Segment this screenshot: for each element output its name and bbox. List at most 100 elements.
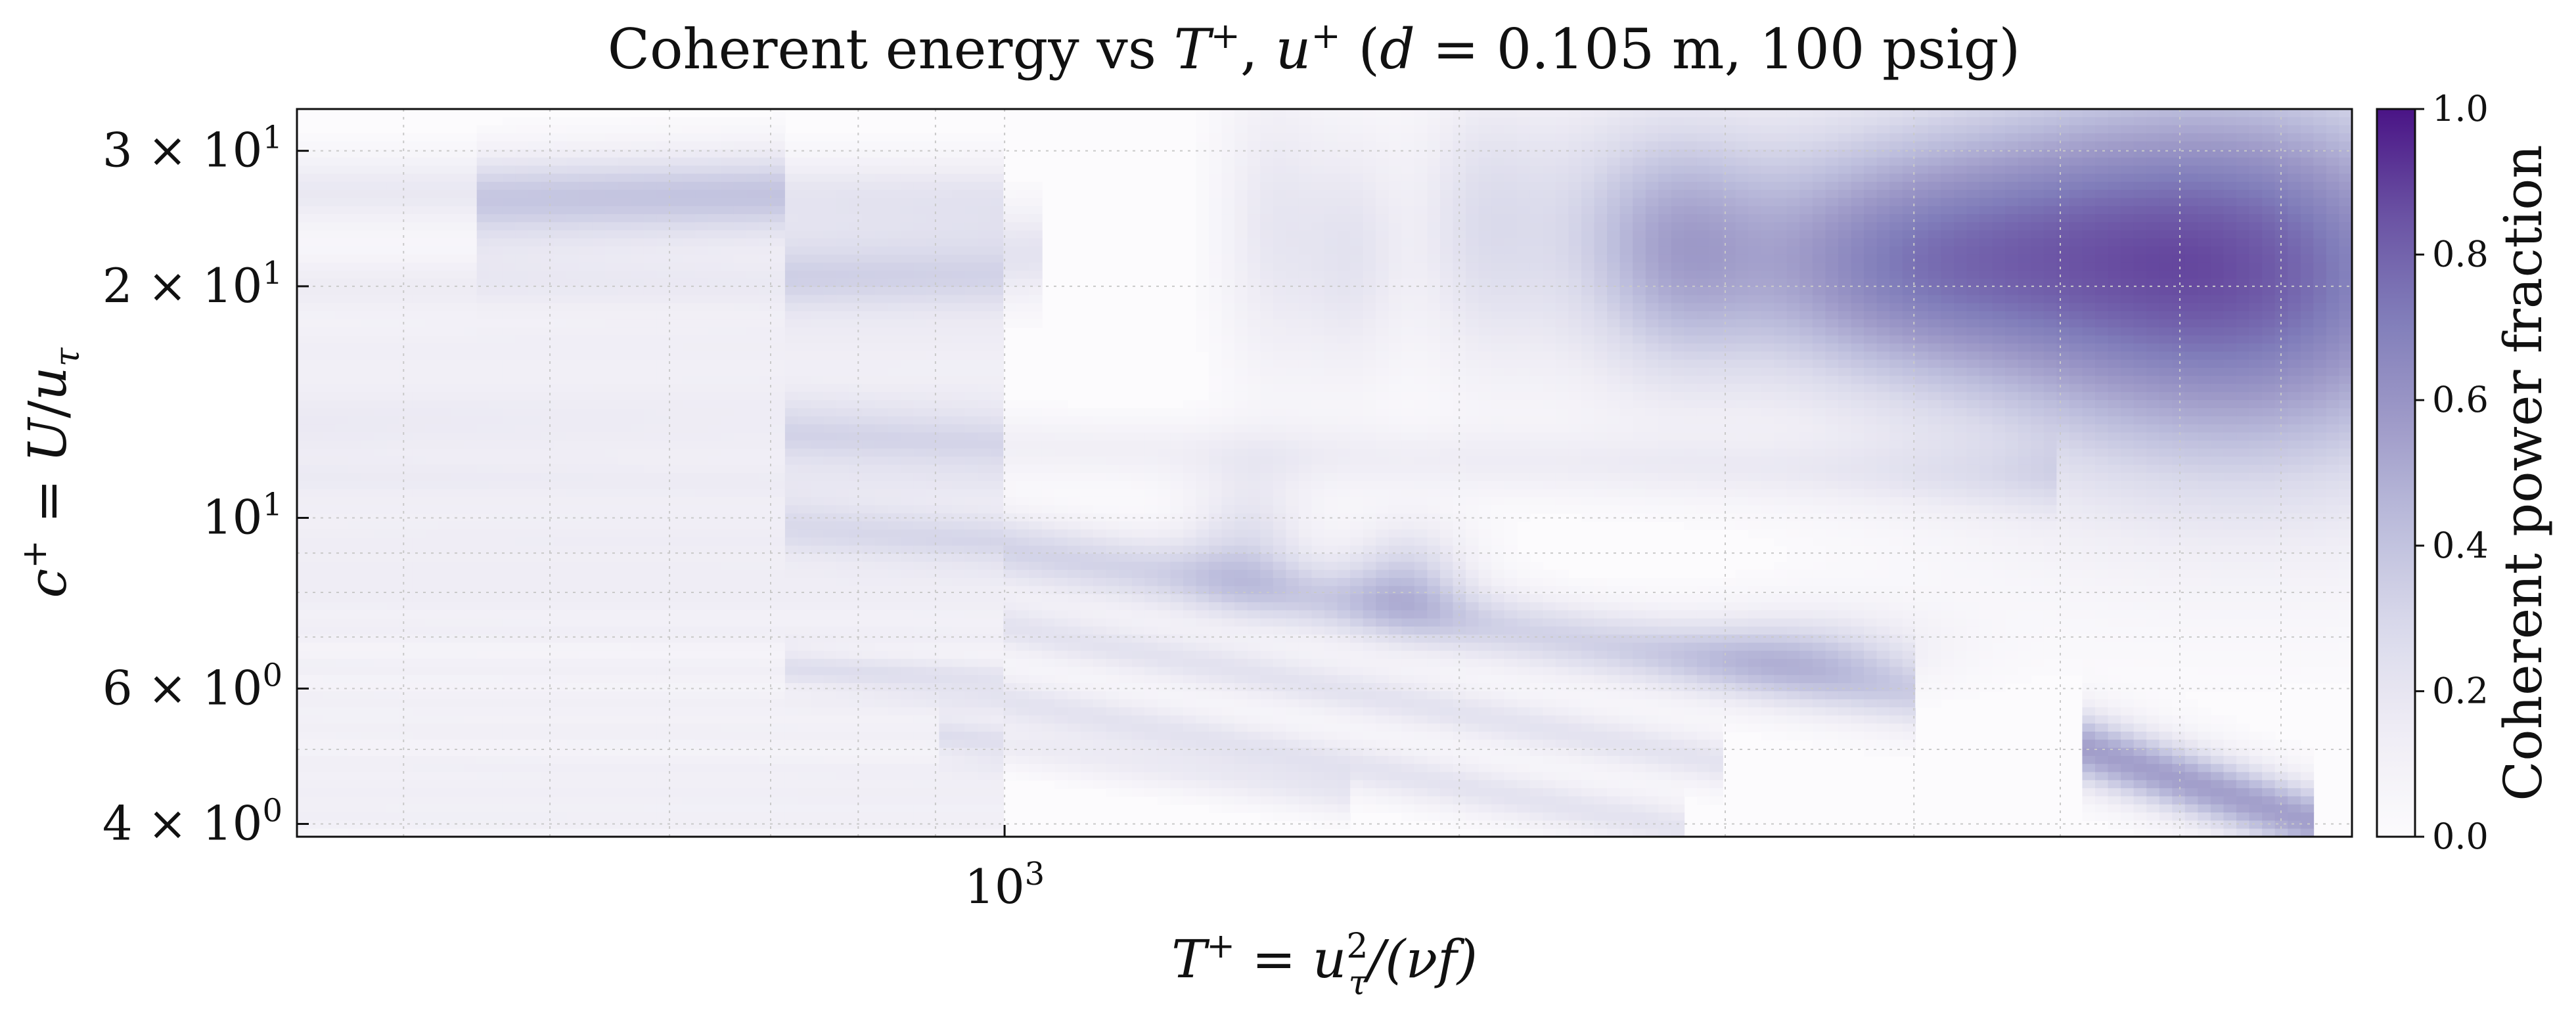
heatmap-cell [913, 246, 927, 255]
heatmap-cell [939, 723, 953, 732]
heatmap-cell [836, 707, 850, 717]
heatmap-cell [489, 432, 503, 441]
heatmap-cell [772, 521, 786, 530]
heatmap-cell [759, 683, 773, 692]
heatmap-cell [798, 303, 811, 312]
heatmap-cell [631, 764, 644, 773]
heatmap-cell [438, 456, 452, 466]
heatmap-cell [476, 181, 491, 190]
heatmap-cell [592, 650, 606, 659]
heatmap-cell [746, 755, 760, 764]
heatmap-cell [746, 473, 760, 482]
heatmap-cell [888, 440, 901, 449]
heatmap-cell [361, 715, 375, 724]
heatmap-cell [438, 804, 452, 813]
heatmap-cell [323, 562, 336, 571]
heatmap-cell [1016, 626, 1030, 636]
heatmap-cell [464, 335, 478, 344]
heatmap-cell [978, 311, 991, 320]
heatmap-cell [849, 181, 863, 190]
heatmap-cell [399, 376, 413, 385]
heatmap-cell [451, 820, 464, 830]
heatmap-cell [335, 173, 349, 183]
heatmap-cell [528, 238, 542, 248]
heatmap-cell [528, 618, 542, 627]
heatmap-cell [900, 327, 915, 336]
heatmap-cell [374, 545, 388, 554]
heatmap-cell [798, 133, 811, 143]
heatmap-cell [348, 311, 362, 320]
heatmap-cell [476, 262, 491, 272]
heatmap-cell [579, 432, 593, 441]
heatmap-cell [631, 230, 644, 239]
heatmap-cell [323, 667, 336, 676]
heatmap-cell [849, 262, 863, 272]
heatmap-cell [1029, 311, 1043, 320]
heatmap-cell [425, 578, 439, 587]
heatmap-cell [669, 642, 683, 652]
heatmap-cell [374, 804, 388, 813]
heatmap-cell [695, 796, 709, 805]
heatmap-cell [476, 214, 491, 223]
heatmap-cell [489, 521, 503, 530]
heatmap-cell [784, 456, 799, 466]
heatmap-cell [1016, 489, 1030, 498]
heatmap-cell [823, 254, 837, 263]
heatmap-cell [605, 707, 619, 717]
heatmap-cell [541, 278, 554, 288]
heatmap-cell [566, 230, 580, 239]
heatmap-cell [451, 181, 464, 190]
heatmap-cell [323, 618, 336, 627]
heatmap-cell [438, 562, 452, 571]
heatmap-cell [451, 481, 464, 490]
heatmap-cell [900, 707, 915, 717]
heatmap-cell [964, 166, 978, 175]
heatmap-cell [978, 157, 991, 166]
heatmap-cell [399, 723, 413, 732]
heatmap-cell [862, 440, 876, 449]
heatmap-cell [592, 545, 606, 554]
heatmap-cell [746, 772, 760, 781]
heatmap-cell [425, 157, 439, 166]
heatmap-cell [733, 707, 748, 717]
heatmap-cell [425, 391, 439, 401]
heatmap-cell [733, 335, 748, 344]
heatmap-cell [772, 618, 786, 627]
heatmap-cell [592, 594, 606, 603]
heatmap-cell [554, 343, 568, 353]
heatmap-cell [759, 554, 773, 563]
heatmap-cell [412, 408, 426, 417]
heatmap-cell [669, 384, 683, 393]
heatmap-cell [708, 149, 721, 158]
heatmap-cell [464, 271, 478, 280]
heatmap-cell [708, 723, 721, 732]
heatmap-cell [708, 764, 721, 773]
heatmap-cell [425, 650, 439, 659]
heatmap-cell [579, 295, 593, 304]
heatmap-cell [682, 238, 696, 248]
heatmap-cell [1029, 295, 1043, 304]
heatmap-cell [695, 707, 709, 717]
heatmap-cell [682, 569, 696, 579]
heatmap-cell [913, 562, 927, 571]
heatmap-cell [592, 828, 606, 837]
heatmap-cell [438, 173, 452, 183]
heatmap-cell [335, 642, 349, 652]
heatmap-cell [554, 715, 568, 724]
heatmap-cell [386, 489, 401, 498]
heatmap-cell [862, 497, 876, 506]
heatmap-cell [926, 351, 940, 361]
heatmap-cell [566, 812, 580, 822]
heatmap-cell [874, 271, 889, 280]
heatmap-cell [900, 772, 915, 781]
heatmap-cell [849, 311, 863, 320]
heatmap-cell [412, 715, 426, 724]
heatmap-cell [489, 271, 503, 280]
heatmap-cell [721, 788, 734, 797]
heatmap-cell [476, 376, 491, 385]
heatmap-cell [939, 618, 953, 627]
heatmap-cell [733, 424, 748, 433]
heatmap-cell [811, 391, 825, 401]
heatmap-cell [656, 489, 670, 498]
heatmap-cell [964, 828, 978, 837]
